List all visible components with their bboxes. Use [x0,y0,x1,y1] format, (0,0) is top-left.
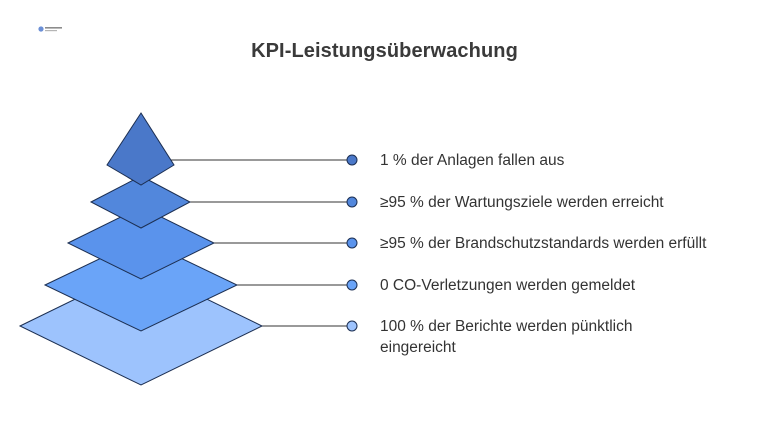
pyramid-level-3 [66,206,216,280]
level-dot-5 [346,320,358,332]
pyramid-level-2 [89,175,192,229]
kpi-label-3: ≥95 % der Brandschutzstandards werden er… [380,235,707,252]
level-dot-1 [346,154,358,166]
level-dot-2 [346,196,358,208]
pyramid-level-1 [106,112,175,186]
kpi-label-2: ≥95 % der Wartungsziele werden erreicht [380,194,664,211]
kpi-label-5: 100 % der Berichte werden pünktlich eing… [380,318,633,356]
brand-logo-icon [38,26,62,32]
kpi-label-4: 0 CO-Verletzungen werden gemeldet [380,277,636,294]
kpi-label-1: 1 % der Anlagen fallen aus [380,152,565,169]
level-dot-4 [346,279,358,291]
page-title: KPI-Leistungsüberwachung [251,40,518,62]
level-dot-3 [346,237,358,249]
